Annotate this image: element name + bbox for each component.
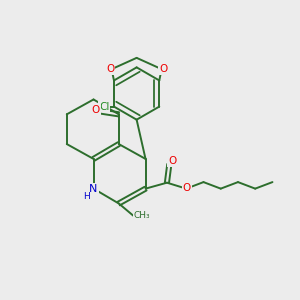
Text: Cl: Cl: [99, 102, 110, 112]
Text: H: H: [84, 193, 90, 202]
Text: O: O: [159, 64, 167, 74]
Text: O: O: [168, 156, 176, 166]
Text: CH₃: CH₃: [134, 212, 150, 220]
Text: O: O: [106, 64, 114, 74]
Text: O: O: [183, 183, 191, 193]
Text: O: O: [92, 105, 100, 115]
Text: N: N: [89, 184, 98, 194]
